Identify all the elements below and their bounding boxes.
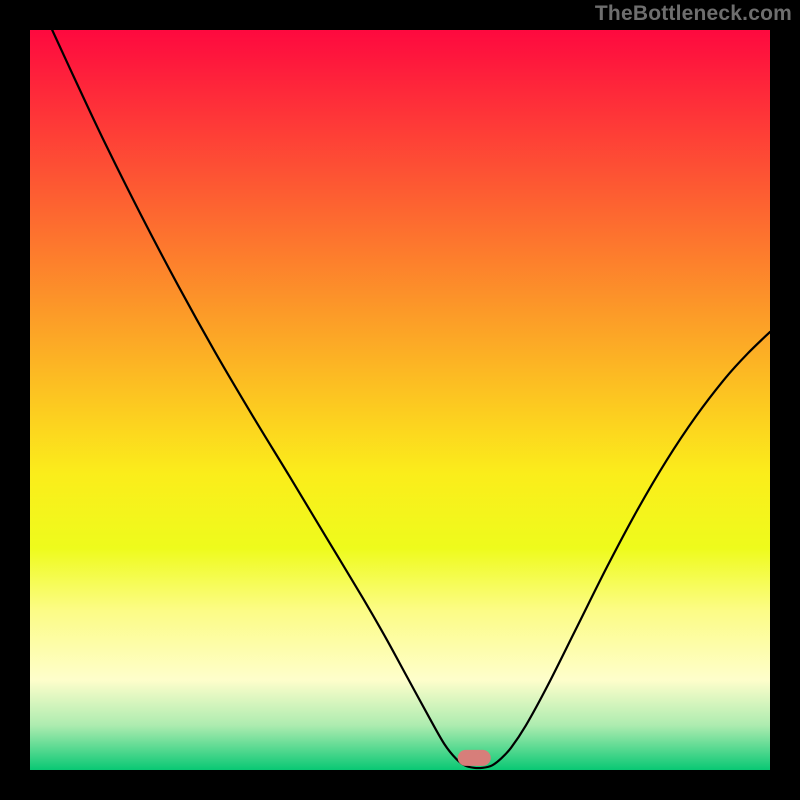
min-marker	[458, 750, 491, 766]
plot-area	[30, 30, 770, 770]
chart-container: TheBottleneck.com	[0, 0, 800, 800]
watermark-text: TheBottleneck.com	[595, 2, 792, 26]
gradient-background	[30, 30, 770, 770]
chart-svg	[30, 30, 770, 770]
